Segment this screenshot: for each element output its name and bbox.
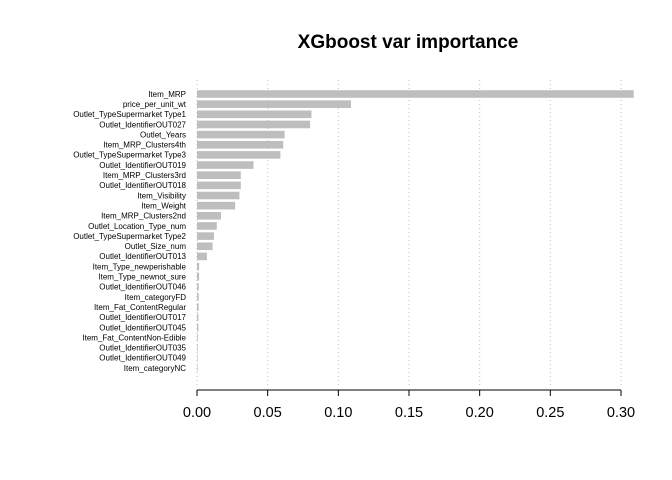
category-label: Item_Type_newperishable — [93, 262, 187, 271]
x-tick-label: 0.25 — [536, 405, 564, 421]
category-label: Outlet_IdentifierOUT017 — [99, 313, 186, 322]
bar — [197, 140, 284, 149]
category-label: Item_categoryNC — [124, 364, 186, 373]
chart-title: XGboost var importance — [298, 32, 519, 53]
bar — [197, 201, 236, 210]
bar — [197, 151, 281, 159]
category-label: Outlet_IdentifierOUT045 — [99, 323, 186, 332]
category-label: Outlet_Size_num — [125, 242, 187, 251]
category-label: Item_Weight — [141, 201, 187, 210]
category-label: Item_Fat_ContentNon-Edible — [82, 333, 186, 342]
bar — [197, 333, 198, 342]
x-tick-label: 0.20 — [466, 405, 494, 421]
bar — [197, 100, 352, 108]
bar — [197, 354, 198, 362]
bar — [197, 191, 240, 200]
bar — [197, 161, 254, 169]
category-label: Item_Type_newnot_sure — [98, 273, 186, 282]
category-label: Item_MRP_Clusters4th — [103, 141, 186, 150]
category-label: Outlet_IdentifierOUT019 — [99, 161, 186, 170]
bar — [197, 343, 198, 352]
bar — [197, 130, 285, 139]
bar — [197, 212, 222, 220]
x-tick-label: 0.00 — [183, 405, 211, 421]
category-label: Outlet_TypeSupermarket Type1 — [73, 110, 186, 119]
category-label: Item_MRP — [148, 90, 186, 99]
bar — [197, 242, 213, 251]
bar — [197, 323, 199, 332]
bar — [197, 110, 312, 119]
category-label: Outlet_Location_Type_num — [88, 222, 186, 231]
category-label: Outlet_IdentifierOUT049 — [99, 354, 186, 363]
bars — [197, 90, 634, 372]
bar — [197, 90, 634, 98]
category-label: price_per_unit_wt — [123, 100, 187, 109]
bar — [197, 171, 241, 179]
category-label: Outlet_IdentifierOUT013 — [99, 252, 186, 261]
x-tick-label: 0.05 — [254, 405, 282, 421]
bar — [197, 181, 241, 190]
bar — [197, 252, 207, 261]
x-axis: 0.00 0.05 0.10 0.15 0.20 0.25 0.30 — [183, 389, 635, 421]
bar — [197, 262, 200, 271]
x-tick-label: 0.10 — [324, 405, 352, 421]
category-label: Outlet_IdentifierOUT046 — [99, 283, 186, 292]
bar — [197, 303, 199, 311]
category-label: Outlet_IdentifierOUT027 — [99, 120, 186, 129]
category-label: Outlet_TypeSupermarket Type2 — [73, 232, 186, 241]
category-label: Outlet_IdentifierOUT035 — [99, 344, 186, 353]
bar — [197, 222, 217, 230]
category-label: Outlet_TypeSupermarket Type3 — [73, 151, 186, 160]
bar — [197, 293, 199, 301]
bar — [197, 120, 311, 129]
category-label: Item_MRP_Clusters2nd — [101, 212, 186, 221]
bar — [197, 364, 198, 372]
category-label: Item_Fat_ContentRegular — [94, 303, 186, 312]
x-tick-label: 0.30 — [607, 405, 635, 421]
bar — [197, 232, 214, 240]
category-label: Item_MRP_Clusters3rd — [103, 171, 186, 180]
category-labels: Item_MRPprice_per_unit_wtOutlet_TypeSupe… — [73, 90, 187, 373]
category-label: Outlet_IdentifierOUT018 — [99, 181, 186, 190]
category-label: Outlet_Years — [140, 130, 186, 139]
x-tick-label: 0.15 — [395, 405, 423, 421]
category-label: Item_Visibility — [137, 191, 186, 200]
category-label: Item_categoryFD — [125, 293, 187, 302]
bar — [197, 283, 199, 291]
bar — [197, 272, 200, 281]
bar — [197, 313, 199, 322]
